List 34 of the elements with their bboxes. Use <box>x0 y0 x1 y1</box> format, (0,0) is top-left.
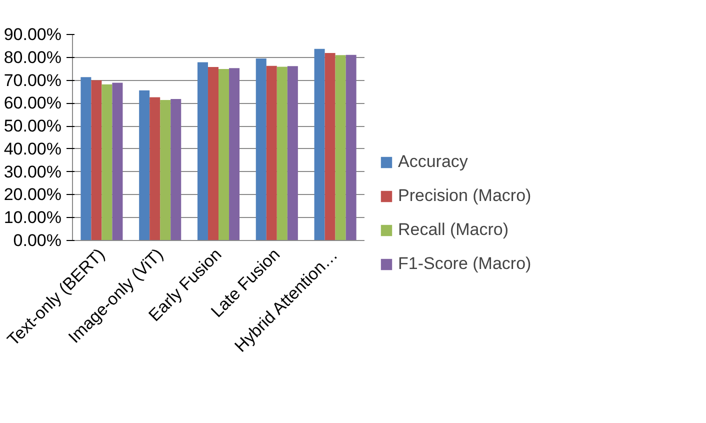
y-tick-label: 80.00% <box>4 48 62 67</box>
y-tick-label: 20.00% <box>4 185 62 204</box>
legend-label: F1-Score (Macro) <box>398 254 532 274</box>
legend-label: Accuracy <box>398 152 468 172</box>
y-tick-label: 0.00% <box>13 231 62 250</box>
y-tick-label: 30.00% <box>4 162 62 182</box>
legend-label: Precision (Macro) <box>398 186 532 206</box>
bar <box>208 67 218 240</box>
y-tick-label: 40.00% <box>4 139 62 158</box>
bar <box>112 82 123 240</box>
bar <box>139 90 150 240</box>
bar <box>102 84 112 240</box>
bar <box>170 99 182 240</box>
bar <box>335 55 346 240</box>
y-tick-label: 50.00% <box>4 116 62 136</box>
bar <box>160 100 171 240</box>
bar <box>80 77 92 240</box>
bar <box>314 48 325 240</box>
y-tick-label: 60.00% <box>4 94 62 113</box>
bar <box>346 54 356 240</box>
bar <box>229 68 240 240</box>
bar <box>150 97 160 240</box>
bar <box>287 66 298 240</box>
bar <box>256 58 266 240</box>
bar <box>197 62 208 240</box>
y-tick-label: 90.00% <box>4 25 62 44</box>
bar <box>266 66 277 240</box>
bar <box>91 80 102 240</box>
bar <box>218 69 230 240</box>
bar <box>324 53 336 240</box>
y-tick-label: 70.00% <box>4 70 62 90</box>
legend-label: Recall (Macro) <box>398 220 509 240</box>
y-tick-label: 10.00% <box>4 208 62 228</box>
bar <box>276 66 288 240</box>
